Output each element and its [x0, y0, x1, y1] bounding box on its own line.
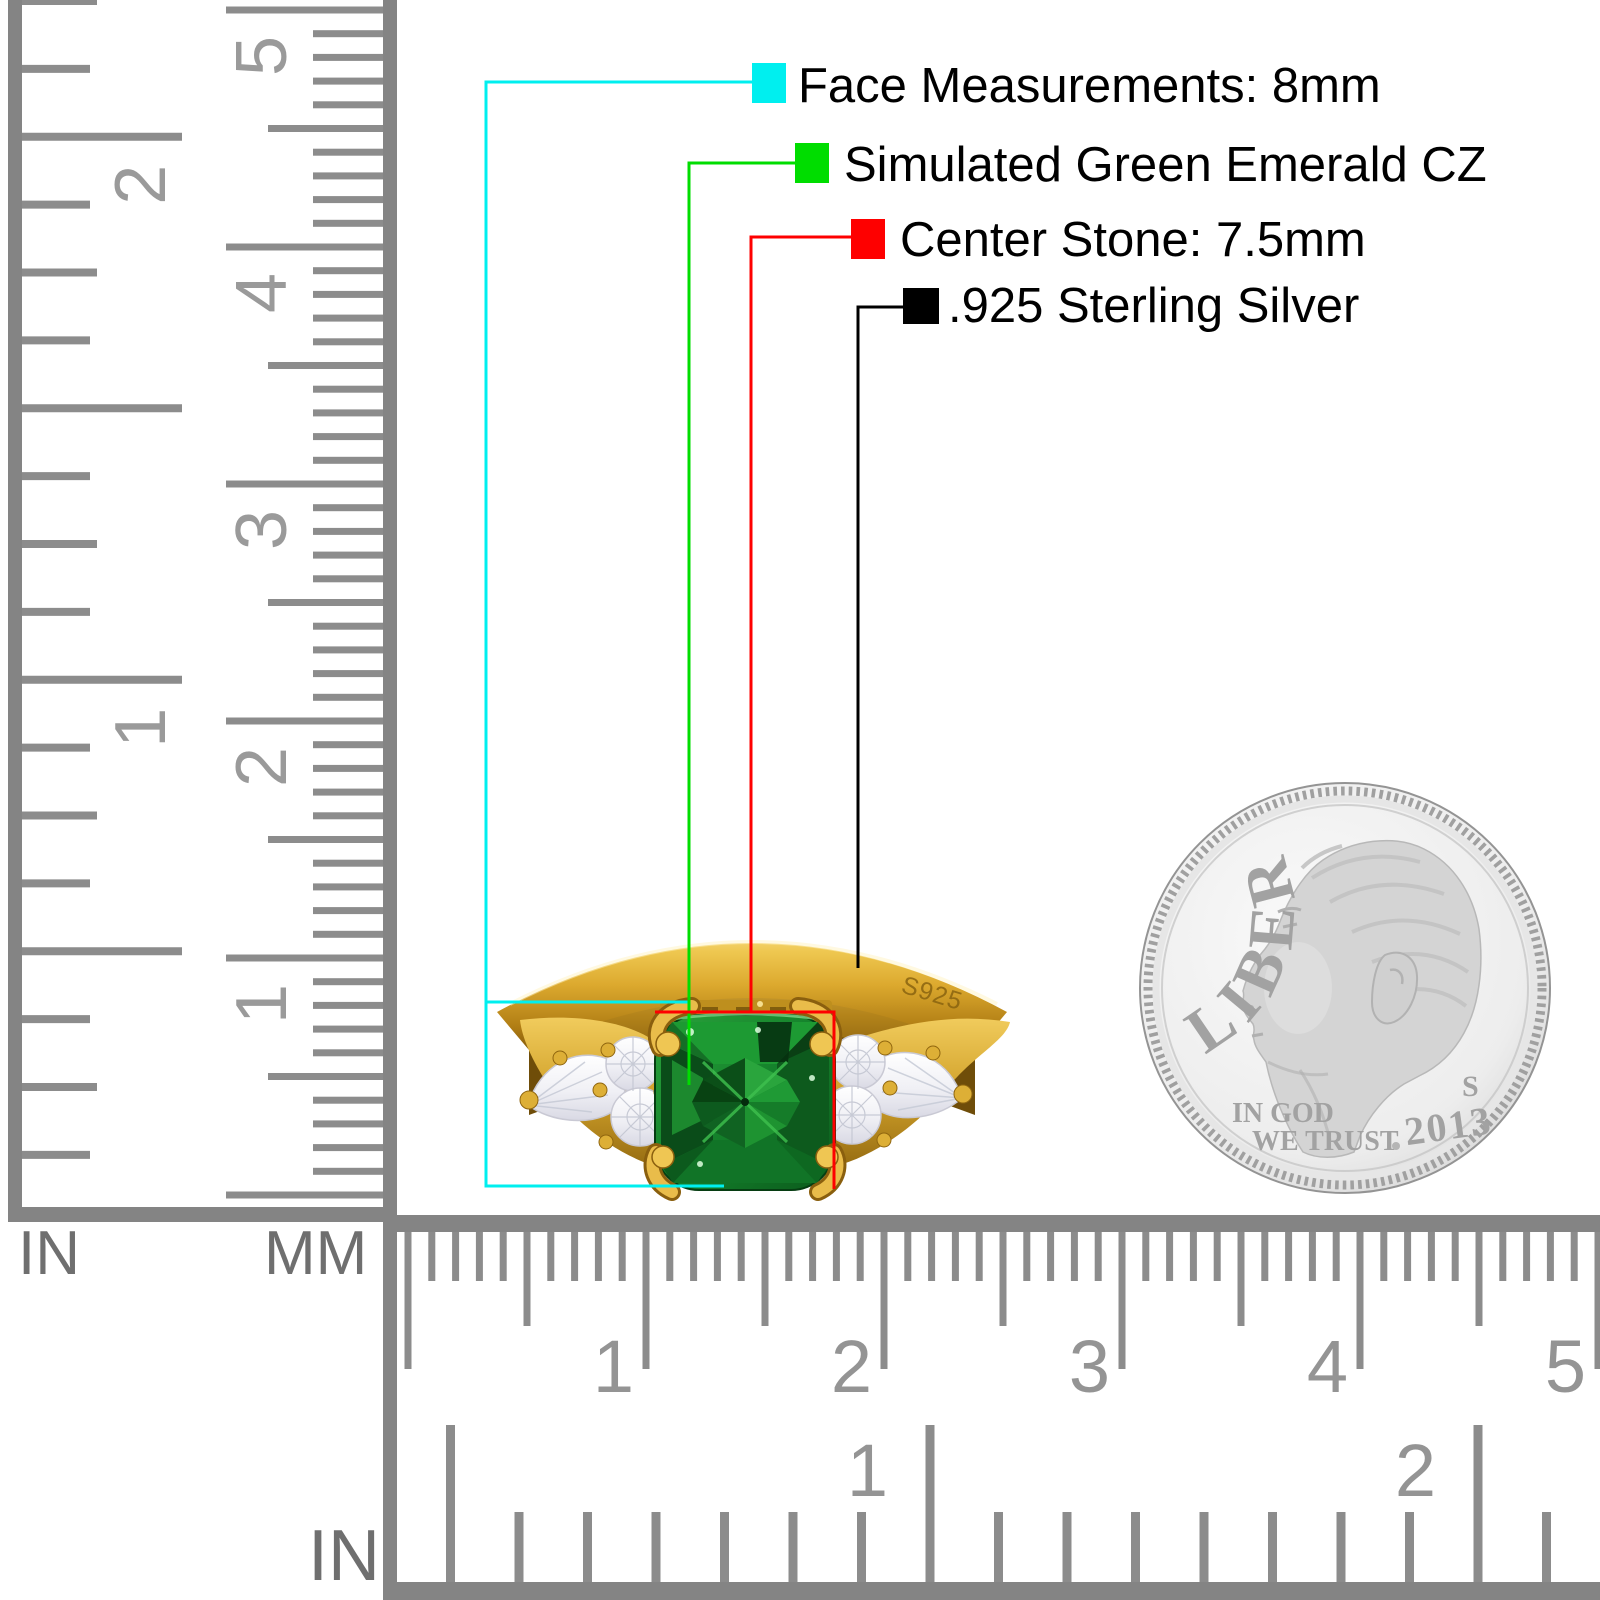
vertical-ruler-mm-scale: 5 4 3 2 1 [222, 6, 383, 1199]
horizontal-ruler-top-bar [397, 1215, 1600, 1232]
right-side-stone-cluster [817, 1034, 973, 1148]
ring-band-inner-surface [545, 997, 962, 1070]
center-stone [654, 1012, 836, 1191]
vertical-ruler-mm-unit-label: MM [264, 1219, 367, 1288]
profile-nostril [1248, 1005, 1254, 1011]
face-measurement-leader-line [484, 80, 752, 1188]
ruler-number: 2 [1395, 1429, 1436, 1512]
ruler-number: 5 [1545, 1325, 1586, 1408]
ring: S925 [497, 940, 1010, 1201]
ruler-number: 4 [1307, 1325, 1348, 1408]
coin-rim-highlight [1152, 795, 1538, 1181]
right-pear-facets [881, 1057, 963, 1111]
designer-initials-mark [1392, 1142, 1400, 1150]
silver-leader-line [856, 305, 903, 968]
horizontal-ruler-bottom-bar [397, 1582, 1600, 1600]
ruler-number: 1 [593, 1325, 634, 1408]
ring-band-highlight [509, 940, 998, 1006]
legend-label-silver: .925 Sterling Silver [948, 279, 1359, 333]
ruler-number: 2 [101, 165, 181, 205]
ruler-number: 3 [222, 510, 302, 550]
ruler-number: 1 [101, 708, 181, 748]
coin-reeded-edge [1143, 786, 1547, 1190]
coin-motto-line1: IN GOD [1232, 1098, 1334, 1129]
vertical-ruler-right-bar [383, 0, 397, 1600]
ruler-number: 2 [831, 1325, 872, 1408]
legend-swatch-silver [903, 288, 939, 324]
legend-swatch-center-stone [851, 219, 885, 259]
profile-cheek-highlight [1264, 942, 1332, 1034]
coin-mint-mark: S [1462, 1070, 1479, 1103]
vertical-ruler-inch-scale: 21 [22, 0, 182, 1159]
annotations [484, 80, 903, 1189]
coin-motto-line2: WE TRUST [1252, 1126, 1399, 1157]
profile-ear [1370, 951, 1419, 1025]
vertical-ruler-inch-unit-label: IN [18, 1219, 80, 1288]
roosevelt-profile [1242, 839, 1482, 1158]
center-stone-bracket [655, 1010, 836, 1189]
center-stone-prongs [643, 997, 847, 1201]
legend-label-face-measurements: Face Measurements: 8mm [798, 59, 1381, 113]
legend: Face Measurements: 8mm Simulated Green E… [752, 59, 1487, 333]
legend-swatch-emerald [795, 143, 829, 183]
right-round-stones [822, 1034, 886, 1145]
center-stone-leader-line [749, 235, 851, 1012]
ruler-number: 2 [222, 747, 302, 787]
profile-inner-ear [1389, 968, 1404, 985]
ruler-number: 3 [1069, 1325, 1110, 1408]
horizontal-ruler-inch-unit-label: IN [308, 1516, 380, 1596]
emerald-leader-line [687, 161, 795, 1085]
profile-face-details [1251, 906, 1332, 1141]
coin-rim-line [1161, 804, 1529, 1172]
ruler-number: 5 [222, 36, 302, 76]
legend-label-center-stone: Center Stone: 7.5mm [900, 213, 1366, 267]
horizontal-ruler-mm-scale: 1 2 3 4 5 [404, 1232, 1600, 1408]
center-stone-table [692, 1058, 800, 1148]
vertical-ruler-left-bar [8, 0, 22, 1214]
ruler-number: 1 [847, 1429, 888, 1512]
legend-label-emerald: Simulated Green Emerald CZ [844, 138, 1487, 192]
legend-swatch-face-measurements [752, 63, 786, 103]
ruler-number: 4 [222, 273, 302, 313]
ruler-number: 1 [222, 984, 302, 1024]
vertical-ruler-bottom-bar [8, 1207, 397, 1222]
